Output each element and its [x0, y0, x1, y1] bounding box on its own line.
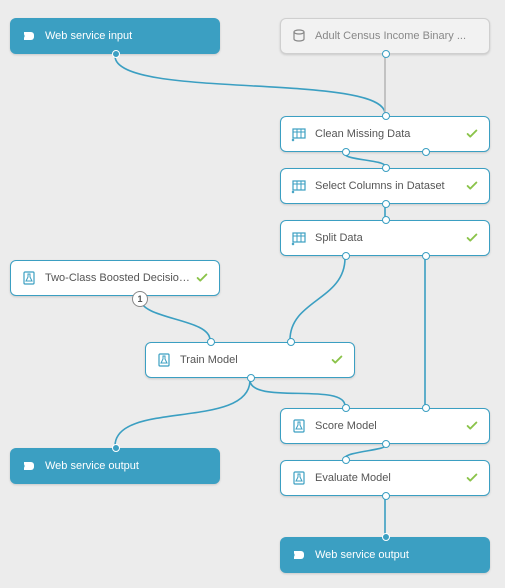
table-icon	[289, 126, 309, 142]
port-top-2[interactable]	[422, 404, 430, 412]
node-label: Two-Class Boosted Decision ...	[39, 272, 193, 284]
check-icon	[463, 419, 481, 433]
port-top[interactable]	[207, 338, 215, 346]
node-web_out2[interactable]: Web service output	[280, 537, 490, 573]
node-label: Web service output	[39, 460, 211, 472]
port-bottom[interactable]	[112, 50, 120, 58]
port-top[interactable]	[382, 216, 390, 224]
port-top-2[interactable]	[287, 338, 295, 346]
check-icon	[463, 179, 481, 193]
port-bottom-2[interactable]	[422, 252, 430, 260]
check-icon	[463, 471, 481, 485]
node-split[interactable]: Split Data	[280, 220, 490, 256]
port-top[interactable]	[382, 533, 390, 541]
webservice-icon	[19, 458, 39, 474]
edge	[115, 56, 385, 114]
badge-text: 1	[137, 294, 142, 304]
port-top[interactable]	[342, 456, 350, 464]
port-badge: 1	[132, 291, 148, 307]
node-label: Web service input	[39, 30, 211, 42]
webservice-icon	[19, 28, 39, 44]
edge	[345, 446, 385, 458]
webservice-icon	[289, 547, 309, 563]
table-icon	[289, 178, 309, 194]
node-select_cols[interactable]: Select Columns in Dataset	[280, 168, 490, 204]
check-icon	[193, 271, 211, 285]
flask-icon	[154, 352, 174, 368]
node-web_out1[interactable]: Web service output	[10, 448, 220, 484]
flask-icon	[289, 470, 309, 486]
table-icon	[289, 230, 309, 246]
port-bottom[interactable]	[382, 50, 390, 58]
port-top[interactable]	[382, 164, 390, 172]
port-bottom[interactable]	[382, 440, 390, 448]
node-label: Train Model	[174, 354, 328, 366]
check-icon	[328, 353, 346, 367]
node-clean[interactable]: Clean Missing Data	[280, 116, 490, 152]
node-score[interactable]: Score Model	[280, 408, 490, 444]
edge	[345, 154, 385, 166]
port-bottom[interactable]	[382, 200, 390, 208]
node-label: Adult Census Income Binary ...	[309, 30, 481, 42]
port-bottom-2[interactable]	[422, 148, 430, 156]
port-top[interactable]	[112, 444, 120, 452]
port-bottom[interactable]	[247, 374, 255, 382]
dataset-icon	[289, 28, 309, 44]
port-top[interactable]	[342, 404, 350, 412]
node-label: Evaluate Model	[309, 472, 463, 484]
edge	[140, 298, 210, 340]
edge	[250, 380, 345, 406]
node-label: Clean Missing Data	[309, 128, 463, 140]
node-label: Split Data	[309, 232, 463, 244]
node-label: Score Model	[309, 420, 463, 432]
node-boosted[interactable]: Two-Class Boosted Decision ...	[10, 260, 220, 296]
node-census[interactable]: Adult Census Income Binary ...	[280, 18, 490, 54]
edge	[290, 258, 345, 340]
port-bottom[interactable]	[342, 252, 350, 260]
port-bottom[interactable]	[382, 492, 390, 500]
node-web_input[interactable]: Web service input	[10, 18, 220, 54]
node-label: Web service output	[309, 549, 481, 561]
flask-icon	[289, 418, 309, 434]
check-icon	[463, 231, 481, 245]
edge	[115, 380, 250, 446]
flask-icon	[19, 270, 39, 286]
check-icon	[463, 127, 481, 141]
port-top[interactable]	[382, 112, 390, 120]
port-bottom[interactable]	[342, 148, 350, 156]
node-evaluate[interactable]: Evaluate Model	[280, 460, 490, 496]
node-label: Select Columns in Dataset	[309, 180, 463, 192]
node-train[interactable]: Train Model	[145, 342, 355, 378]
